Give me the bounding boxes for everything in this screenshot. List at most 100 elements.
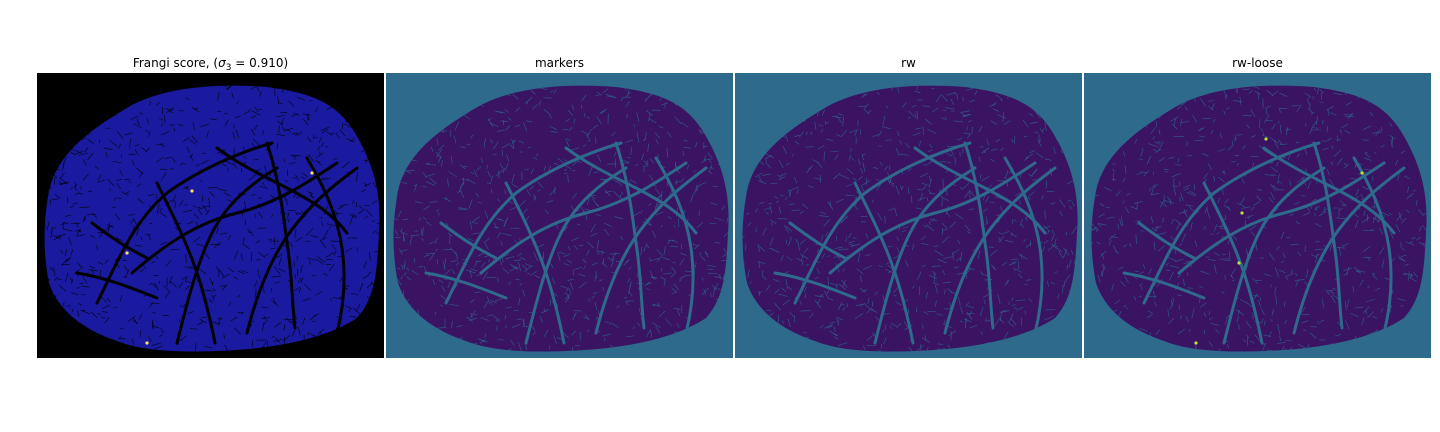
texture-stroke (915, 127, 922, 130)
texture-stroke (1289, 180, 1292, 187)
texture-stroke (152, 311, 156, 314)
texture-stroke (1398, 257, 1406, 262)
texture-stroke (1182, 278, 1186, 286)
texture-stroke (1150, 126, 1156, 134)
texture-stroke (643, 160, 649, 166)
texture-stroke (465, 269, 476, 274)
texture-stroke (1207, 163, 1213, 170)
tissue-region (44, 85, 380, 352)
texture-stroke (929, 143, 933, 149)
texture-stroke (1218, 349, 1222, 351)
texture-stroke (199, 318, 207, 324)
texture-stroke (208, 186, 218, 189)
texture-stroke (461, 179, 470, 181)
texture-stroke (602, 333, 612, 337)
texture-stroke (168, 107, 175, 111)
texture-stroke (220, 285, 227, 287)
texture-stroke (1000, 147, 1004, 151)
texture-stroke (856, 268, 864, 275)
texture-stroke (512, 94, 519, 100)
texture-stroke (921, 185, 927, 191)
texture-stroke (961, 110, 970, 113)
texture-stroke (53, 276, 59, 282)
texture-stroke (788, 189, 790, 196)
texture-stroke (957, 239, 961, 245)
texture-stroke (186, 221, 194, 225)
texture-stroke (1252, 294, 1257, 300)
texture-stroke (98, 261, 104, 265)
texture-stroke (611, 131, 616, 136)
texture-stroke (567, 287, 572, 294)
texture-stroke (82, 310, 91, 315)
texture-stroke (149, 301, 154, 308)
texture-stroke (128, 180, 132, 184)
texture-stroke (1242, 144, 1246, 150)
texture-stroke (240, 252, 243, 261)
texture-stroke (1176, 294, 1182, 297)
texture-stroke (1344, 130, 1351, 135)
texture-stroke (541, 309, 550, 314)
texture-stroke (1314, 222, 1322, 228)
texture-stroke (1322, 119, 1324, 125)
texture-stroke (1422, 225, 1427, 231)
texture-stroke (808, 165, 814, 170)
texture-stroke (803, 247, 809, 254)
texture-stroke (693, 170, 696, 173)
texture-stroke (814, 300, 822, 309)
texture-stroke (1181, 233, 1187, 243)
texture-stroke (785, 279, 788, 290)
texture-stroke (1266, 89, 1274, 96)
texture-stroke (479, 339, 486, 344)
texture-stroke (77, 309, 80, 317)
texture-stroke (349, 213, 357, 219)
texture-stroke (595, 213, 602, 217)
texture-stroke (998, 237, 1002, 242)
texture-stroke (1148, 187, 1152, 192)
texture-stroke (255, 240, 261, 244)
texture-stroke (1122, 304, 1127, 308)
texture-stroke (978, 156, 981, 162)
texture-stroke (252, 138, 260, 146)
texture-stroke (805, 146, 814, 148)
vessel-line (594, 166, 708, 335)
texture-stroke (757, 243, 760, 252)
texture-stroke (1263, 273, 1272, 277)
texture-stroke (1401, 247, 1405, 251)
texture-stroke (326, 251, 335, 258)
texture-stroke (602, 88, 609, 94)
texture-stroke (723, 232, 729, 238)
texture-stroke (314, 107, 319, 113)
texture-stroke (118, 336, 122, 340)
texture-stroke (1044, 158, 1052, 161)
texture-stroke (1248, 225, 1257, 231)
texture-stroke (397, 210, 402, 218)
texture-stroke (989, 102, 997, 108)
texture-stroke (160, 241, 167, 246)
texture-stroke (783, 225, 789, 233)
texture-stroke (681, 177, 685, 182)
texture-stroke (848, 241, 855, 244)
texture-stroke (62, 301, 65, 307)
texture-stroke (60, 182, 68, 184)
texture-stroke (212, 281, 214, 286)
texture-stroke (296, 212, 302, 214)
texture-stroke (553, 162, 559, 166)
texture-stroke (632, 180, 637, 184)
texture-stroke (1136, 202, 1139, 209)
texture-stroke (1122, 177, 1126, 183)
texture-stroke (243, 156, 247, 159)
texture-stroke (1097, 213, 1105, 218)
texture-stroke (262, 322, 267, 325)
texture-stroke (1041, 245, 1046, 253)
texture-stroke (254, 106, 259, 113)
texture-stroke (488, 258, 491, 263)
texture-stroke (450, 156, 453, 164)
texture-stroke (1270, 166, 1278, 173)
texture-stroke (1239, 197, 1245, 206)
texture-stroke (1405, 241, 1415, 246)
texture-stroke (1150, 216, 1154, 224)
texture-stroke (857, 176, 863, 181)
texture-stroke (1330, 295, 1336, 303)
texture-stroke (999, 309, 1007, 313)
texture-stroke (571, 104, 575, 111)
